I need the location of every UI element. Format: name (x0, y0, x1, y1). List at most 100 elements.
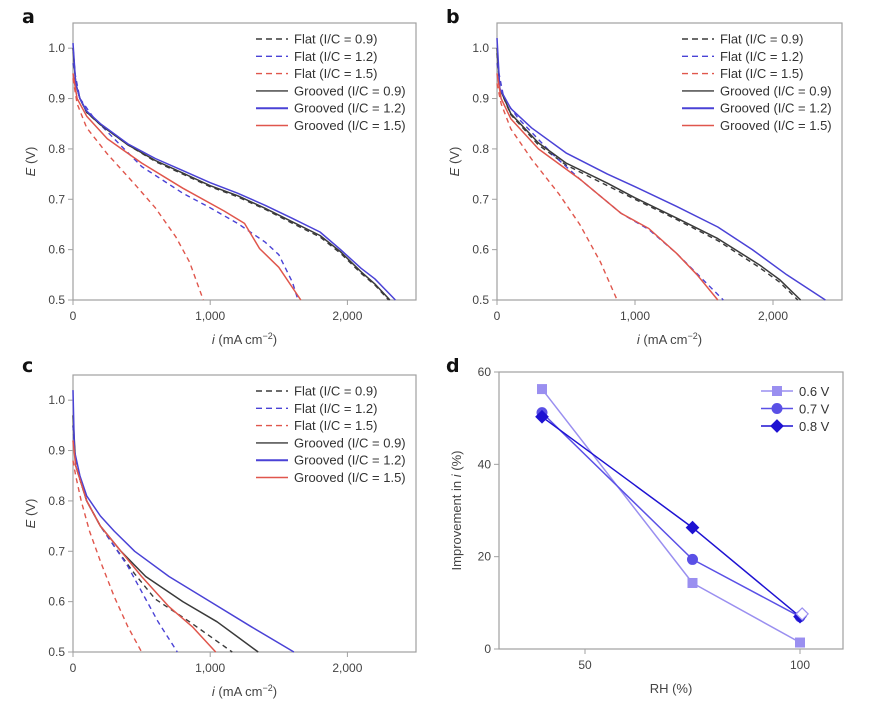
x-tick-label: 0 (494, 309, 501, 323)
y-tick-label: 1.0 (48, 41, 65, 55)
y-axis-title: E (V) (23, 147, 38, 177)
y-tick-label: 0.9 (472, 92, 489, 106)
chart-panel-a: 0 1,000 2,000 0.5 0.6 0.7 0.8 0.9 1.0 i (mA cm−2)… (23, 22, 417, 347)
legend-label: Grooved (I/C = 0.9) (294, 435, 406, 450)
y-tick-label: 0.8 (472, 142, 489, 156)
series-line-4 (72, 415, 259, 653)
legend: 0.6 V 0.7 V 0.8 V (761, 384, 830, 434)
x-tick-label: 2,000 (332, 309, 362, 323)
legend-label: Flat (I/C = 1.2) (294, 401, 377, 416)
x-tick-label: 1,000 (195, 661, 225, 675)
marker-square (795, 637, 805, 648)
legend-label: Grooved (I/C = 0.9) (720, 83, 832, 98)
marker-diamond (535, 409, 549, 424)
marker-diamond (795, 607, 809, 621)
series-line-0-6-V (541, 388, 801, 644)
plot-frame (72, 22, 417, 301)
legend-label: Flat (I/C = 1.5) (720, 66, 803, 81)
y-tick-label: 0.9 (48, 444, 65, 458)
x-tick-label: 0 (70, 661, 77, 675)
x-tick-label: 100 (790, 658, 810, 672)
series-line-6 (72, 73, 302, 301)
y-tick-label: 0 (484, 642, 491, 656)
y-tick-label: 0.6 (48, 595, 65, 609)
panel-label-c: c (22, 355, 34, 377)
y-tick-label: 0.7 (48, 192, 65, 206)
series-line-1 (496, 53, 799, 301)
x-tick-label: 1,000 (620, 309, 650, 323)
marker-square (537, 384, 547, 395)
series-line-2 (72, 63, 299, 301)
series-line-3 (72, 460, 143, 653)
x-axis-title: i (mA cm−2) (212, 331, 277, 347)
y-tick-label: 60 (478, 365, 492, 379)
x-axis-title: i (mA cm−2) (212, 683, 277, 699)
y-tick-label: 0.7 (48, 544, 65, 558)
marker-circle (771, 403, 783, 414)
legend-label: Flat (I/C = 1.2) (294, 49, 377, 64)
plot-frame (496, 22, 843, 301)
legend-label: Grooved (I/C = 1.2) (294, 101, 406, 116)
x-tick-label: 50 (578, 658, 592, 672)
plot-frame (498, 371, 844, 650)
marker-diamond (770, 419, 784, 433)
legend-label: Flat (I/C = 0.9) (294, 384, 377, 399)
legend-label: Grooved (I/C = 0.9) (294, 83, 406, 98)
y-tick-label: 0.5 (472, 293, 489, 307)
y-tick-label: 0.7 (472, 192, 489, 206)
y-tick-label: 0.9 (48, 92, 65, 106)
chart-panel-b: 0 1,000 2,000 0.5 0.6 0.7 0.8 0.9 1.0 i (mA cm−2)… (447, 22, 843, 347)
panel-label-d: d (446, 355, 460, 377)
series-line-4 (496, 48, 802, 301)
marker-diamond (685, 520, 700, 535)
x-tick-label: 2,000 (332, 661, 362, 675)
legend-label: Grooved (I/C = 1.2) (720, 101, 832, 116)
x-tick-label: 2,000 (758, 309, 788, 323)
series-line-2 (72, 425, 178, 653)
legend-label: 0.7 V (799, 402, 830, 417)
x-axis-title: i (mA cm−2) (637, 331, 702, 347)
x-tick-label: 0 (70, 309, 77, 323)
y-tick-label: 0.8 (48, 142, 65, 156)
legend-label: 0.8 V (799, 419, 830, 434)
series-line-0-8-V (541, 416, 801, 618)
series-line-3 (496, 83, 618, 301)
legend: Flat (I/C = 0.9) Flat (I/C = 1.2) Flat (I/… (682, 32, 832, 133)
x-axis-title: RH (%) (650, 681, 693, 696)
legend-label: Grooved (I/C = 1.5) (720, 118, 832, 133)
series-line-0-7-V (541, 412, 801, 618)
series-line-1 (72, 425, 233, 653)
panel-label-a: a (22, 6, 35, 28)
legend-label: Flat (I/C = 1.5) (294, 66, 377, 81)
marker-circle (687, 553, 698, 565)
legend-label: Flat (I/C = 1.2) (720, 49, 803, 64)
y-axis-title: Improvement in i (%) (449, 451, 464, 571)
legend-label: Flat (I/C = 1.5) (294, 418, 377, 433)
legend-label: Grooved (I/C = 1.5) (294, 470, 406, 485)
series-line-1 (72, 48, 390, 301)
series-line-5 (496, 38, 826, 301)
marker-square (772, 386, 782, 396)
plot-frame (72, 374, 417, 653)
y-axis-title: E (V) (23, 499, 38, 529)
series-line-5 (72, 43, 396, 301)
panel-label-b: b (446, 6, 460, 28)
legend-label: Flat (I/C = 0.9) (294, 32, 377, 47)
legend-label: Grooved (I/C = 1.5) (294, 118, 406, 133)
legend-label: Flat (I/C = 0.9) (720, 32, 803, 47)
y-tick-label: 0.6 (472, 243, 489, 257)
legend: Flat (I/C = 0.9) Flat (I/C = 1.2) Flat (I/… (256, 32, 406, 133)
y-tick-label: 0.8 (48, 494, 65, 508)
y-tick-label: 40 (478, 457, 492, 471)
y-tick-label: 20 (478, 550, 492, 564)
y-tick-label: 0.6 (48, 243, 65, 257)
series-line-3 (72, 78, 204, 301)
legend: Flat (I/C = 0.9) Flat (I/C = 1.2) Flat (I/… (256, 384, 406, 485)
y-tick-label: 1.0 (472, 41, 489, 55)
series-line-6 (496, 73, 719, 301)
chart-panel-c: 0 1,000 2,000 0.5 0.6 0.7 0.8 0.9 1.0 i (mA cm−2)… (23, 374, 417, 699)
legend-label: Grooved (I/C = 1.2) (294, 453, 406, 468)
marker-square (687, 577, 698, 588)
